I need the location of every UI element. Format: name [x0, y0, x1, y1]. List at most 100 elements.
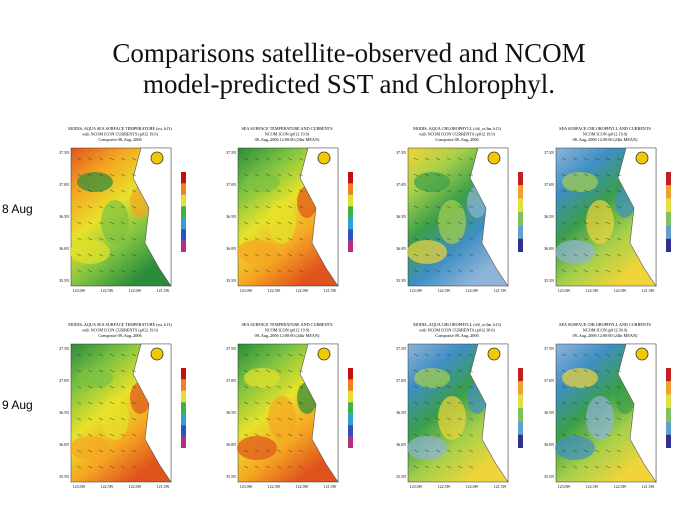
- logo: [488, 152, 500, 164]
- logo: [636, 348, 648, 360]
- map-panel: MODIS–AQUA CHLOROPHYLL (chl_oc3m, h13)wi…: [382, 122, 542, 302]
- lat-label: 35.5N: [226, 474, 236, 479]
- lat-label: 37.5N: [544, 150, 554, 155]
- lat-label: 37.5N: [226, 346, 236, 351]
- panel-caption: NCOM ICON (p012 30.0): [583, 328, 628, 333]
- lat-label: 37.0N: [396, 378, 406, 383]
- lon-label: 122.5W: [101, 484, 114, 489]
- lat-label: 36.5N: [59, 214, 69, 219]
- lat-label: 37.0N: [396, 182, 406, 187]
- logo: [151, 152, 163, 164]
- lat-label: 36.5N: [396, 410, 406, 415]
- map-blob: [77, 368, 113, 388]
- title-line: model-predicted SST and Chlorophyl.: [0, 69, 698, 100]
- lat-label: 37.0N: [226, 182, 236, 187]
- colorbar-segment: [181, 402, 186, 413]
- lon-label: 123.0W: [410, 288, 423, 293]
- logo: [318, 152, 330, 164]
- lon-label: 122.0W: [614, 288, 627, 293]
- map-blob: [237, 436, 277, 460]
- lat-label: 36.5N: [544, 214, 554, 219]
- colorbar-segment: [181, 379, 186, 390]
- colorbar-segment: [181, 183, 186, 194]
- colorbar-segment: [348, 229, 353, 240]
- colorbar-segment: [518, 435, 523, 448]
- panel-caption: Composite 09–Aug–2006: [435, 333, 478, 338]
- colorbar-segment: [181, 414, 186, 425]
- map-blob: [101, 200, 129, 244]
- map-blob: [244, 368, 280, 388]
- lat-label: 36.0N: [226, 442, 236, 447]
- panel-caption: NCOM ICON (p012 19.9): [265, 132, 310, 137]
- colorbar-segment: [348, 218, 353, 229]
- map-blob: [562, 172, 598, 192]
- lon-label: 123.0W: [558, 484, 571, 489]
- colorbar-segment: [348, 425, 353, 436]
- colorbar-segment: [518, 368, 523, 381]
- lon-label: 122.0W: [129, 484, 142, 489]
- panel-caption: 08–Aug–2006 12:00:00 (24hr MEAN): [255, 137, 320, 142]
- colorbar-segment: [518, 395, 523, 408]
- map-blob: [414, 368, 450, 388]
- colorbar-segment: [666, 172, 671, 185]
- map-blob: [268, 200, 296, 244]
- logo: [151, 348, 163, 360]
- lon-label: 123.0W: [73, 484, 86, 489]
- colorbar-segment: [181, 437, 186, 448]
- lat-label: 35.5N: [226, 278, 236, 283]
- lon-label: 121.5W: [494, 484, 507, 489]
- lat-label: 36.0N: [59, 442, 69, 447]
- lon-label: 121.5W: [494, 288, 507, 293]
- lat-label: 36.0N: [226, 246, 236, 251]
- map-blob: [407, 240, 447, 264]
- colorbar-segment: [181, 218, 186, 229]
- map-blob: [237, 240, 277, 264]
- map-panel: MODIS–AQUA SEA SURFACE TEMPERATURE (sst,…: [45, 318, 205, 498]
- colorbar-segment: [518, 421, 523, 434]
- lon-label: 122.5W: [268, 484, 281, 489]
- colorbar-segment: [518, 239, 523, 252]
- slide-title: Comparisons satellite-observed and NCOM …: [0, 38, 698, 100]
- lat-label: 37.0N: [226, 378, 236, 383]
- lon-label: 122.5W: [438, 484, 451, 489]
- colorbar-segment: [181, 229, 186, 240]
- lat-label: 35.5N: [544, 474, 554, 479]
- panel-caption: SEA SURFACE TEMPERATURE AND CURRENTS: [241, 322, 333, 327]
- colorbar-segment: [181, 206, 186, 217]
- lat-label: 35.5N: [59, 474, 69, 479]
- colorbar-segment: [348, 368, 353, 379]
- lon-label: 123.0W: [73, 288, 86, 293]
- lon-label: 123.0W: [558, 288, 571, 293]
- lon-label: 122.5W: [268, 288, 281, 293]
- map-blob: [438, 396, 466, 440]
- lat-label: 37.5N: [59, 150, 69, 155]
- lat-label: 36.0N: [544, 442, 554, 447]
- lon-label: 121.5W: [324, 288, 337, 293]
- map-blob: [101, 396, 129, 440]
- map-blob: [244, 172, 280, 192]
- colorbar-segment: [666, 435, 671, 448]
- colorbar-segment: [348, 414, 353, 425]
- colorbar-segment: [666, 381, 671, 394]
- lat-label: 37.0N: [544, 182, 554, 187]
- colorbar-segment: [666, 395, 671, 408]
- panel-caption: SEA SURFACE TEMPERATURE AND CURRENTS: [241, 126, 333, 131]
- lon-label: 122.5W: [101, 288, 114, 293]
- panel-caption: Composite 08–Aug–2006: [98, 137, 141, 142]
- map-blob: [70, 436, 110, 460]
- lat-label: 36.0N: [396, 442, 406, 447]
- map-panel: SEA SURFACE CHLOROPHYLL AND CURRENTSNCOM…: [530, 318, 690, 498]
- colorbar-segment: [518, 381, 523, 394]
- colorbar-segment: [348, 379, 353, 390]
- map-blob: [268, 396, 296, 440]
- lon-label: 122.0W: [296, 484, 309, 489]
- map-blob: [562, 368, 598, 388]
- lon-label: 121.5W: [642, 288, 655, 293]
- colorbar-segment: [666, 408, 671, 421]
- lat-label: 37.0N: [59, 182, 69, 187]
- lat-label: 37.0N: [59, 378, 69, 383]
- colorbar-segment: [181, 368, 186, 379]
- colorbar-segment: [666, 225, 671, 238]
- map-blob: [555, 240, 595, 264]
- lon-label: 122.0W: [466, 288, 479, 293]
